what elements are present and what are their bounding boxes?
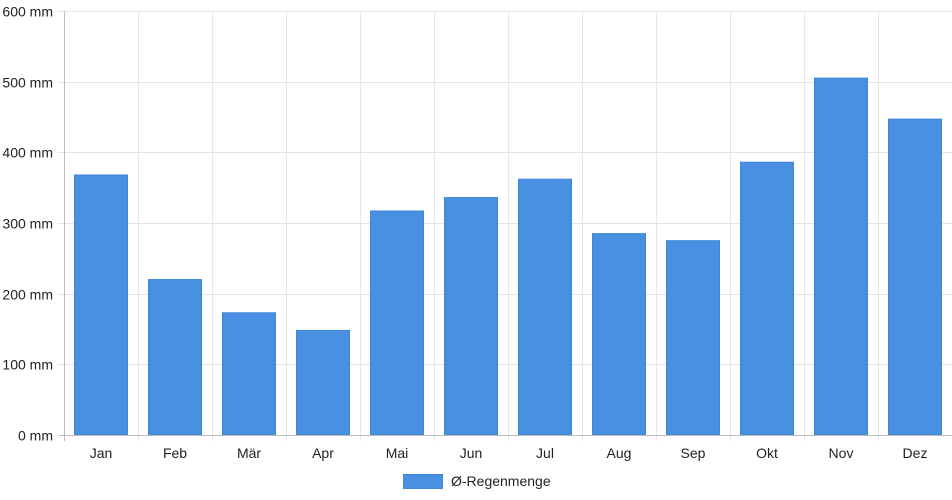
x-tick-label: Nov (829, 445, 854, 461)
bar-Nov (814, 77, 868, 436)
x-tick-label: Mai (386, 445, 409, 461)
x-tick-label: Dez (903, 445, 928, 461)
bar-Apr (296, 329, 350, 436)
x-tick-label: Jan (90, 445, 113, 461)
x-tick-labels: Jan Feb Mär Apr Mai Jun Jul Aug Sep Okt Nov Dez (90, 445, 928, 461)
grid-lines (58, 11, 952, 441)
bars (74, 77, 942, 436)
y-tick-label: 300 mm (2, 216, 53, 232)
y-tick-label: 600 mm (2, 4, 53, 20)
bar-Okt (740, 161, 794, 436)
y-tick-label: 100 mm (2, 357, 53, 373)
x-tick-label: Feb (163, 445, 187, 461)
bar-Sep (666, 240, 720, 436)
y-tick-label: 500 mm (2, 75, 53, 91)
bar-Jun (444, 197, 498, 436)
bar-Jan (74, 174, 128, 436)
y-tick-label: 400 mm (2, 145, 53, 161)
x-tick-label: Apr (312, 445, 334, 461)
legend-swatch (403, 473, 443, 489)
y-tick-label: 200 mm (2, 287, 53, 303)
bar-Mai (370, 210, 424, 436)
bar-Mär (222, 312, 276, 436)
x-tick-label: Jun (460, 445, 483, 461)
x-tick-label: Aug (607, 445, 632, 461)
x-tick-label: Mär (237, 445, 261, 461)
axes (64, 11, 952, 436)
bar-Feb (148, 279, 202, 436)
x-tick-label: Jul (536, 445, 554, 461)
x-tick-label: Sep (681, 445, 706, 461)
bar-Aug (592, 233, 646, 436)
y-tick-labels: 0 mm 100 mm 200 mm 300 mm 400 mm 500 mm 600 mm (2, 4, 53, 444)
bar-Dez (888, 118, 942, 436)
legend-label: Ø-Regenmenge (451, 473, 551, 489)
legend: Ø-Regenmenge (403, 473, 551, 489)
y-tick-label: 0 mm (18, 428, 53, 444)
x-tick-label: Okt (756, 445, 778, 461)
bar-Jul (518, 178, 572, 436)
